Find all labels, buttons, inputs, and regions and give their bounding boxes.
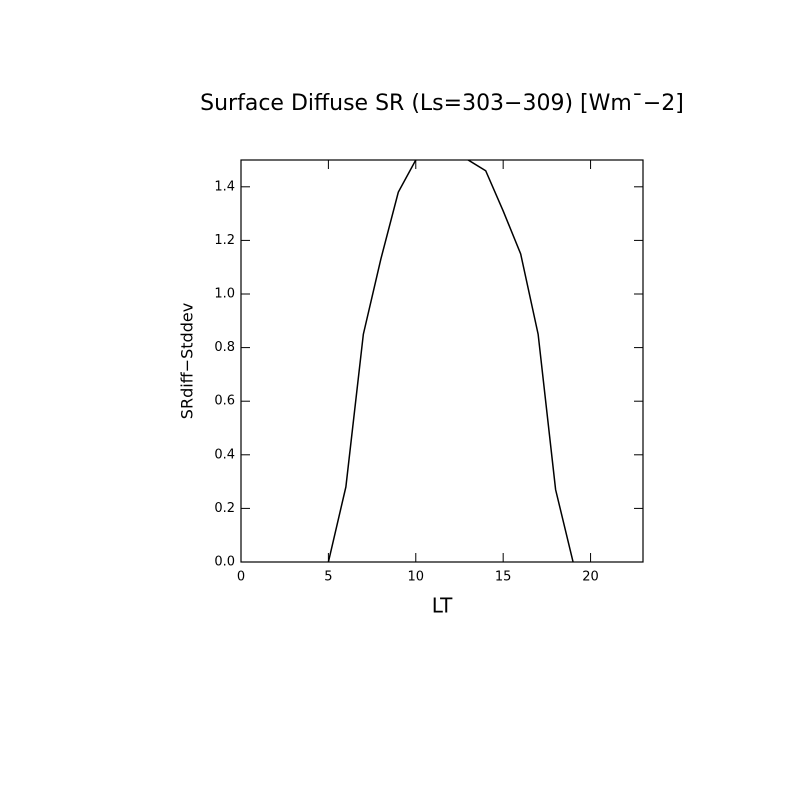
x-tick-label: 15 xyxy=(495,570,512,585)
y-tick-label: 0.4 xyxy=(214,447,235,462)
y-axis-label: SRdiff−Stddev xyxy=(178,303,197,419)
x-tick-label: 5 xyxy=(324,570,332,585)
y-tick-label: 0.0 xyxy=(214,555,235,570)
y-tick-label: 0.6 xyxy=(214,394,235,409)
plot-frame xyxy=(240,159,644,563)
y-tick-label: 1.0 xyxy=(214,287,235,302)
x-tick-label: 20 xyxy=(582,570,599,585)
y-tick-label: 0.8 xyxy=(214,340,235,355)
x-tick-label: 0 xyxy=(237,570,245,585)
x-axis-label: LT xyxy=(432,594,453,618)
plot-area xyxy=(327,160,574,562)
y-tick-label: 0.2 xyxy=(214,501,235,516)
data-line xyxy=(327,160,574,562)
y-tick-label: 1.4 xyxy=(214,179,235,194)
y-tick-label: 1.2 xyxy=(214,233,235,248)
x-tick-label: 10 xyxy=(408,570,425,585)
chart-title: Surface Diffuse SR (Ls=303−309) [Wm¯−2] xyxy=(200,91,684,116)
